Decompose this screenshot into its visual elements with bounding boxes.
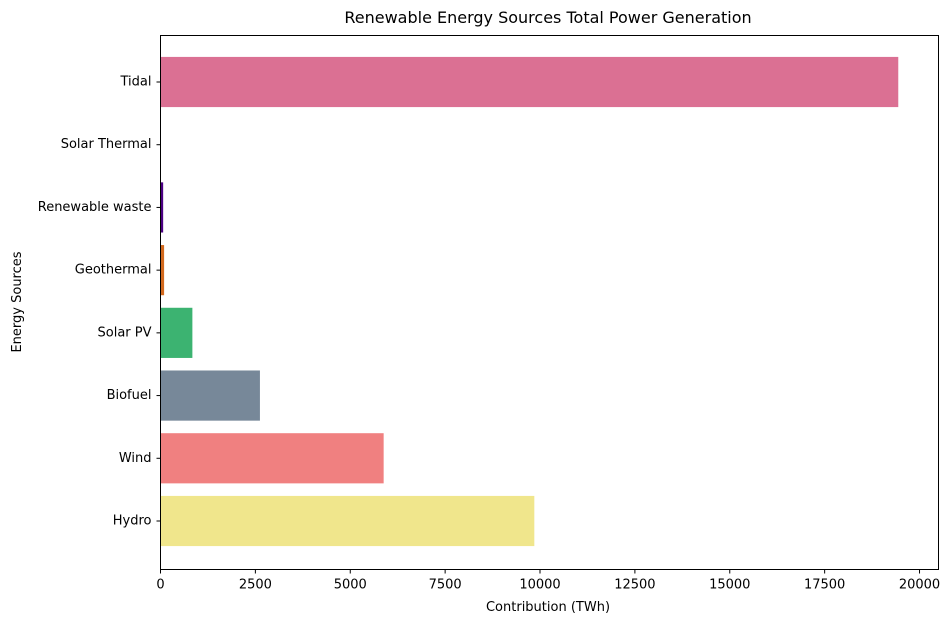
bar-geothermal (160, 245, 165, 296)
bars-group (160, 56, 899, 547)
bar-renewable-waste (160, 182, 164, 233)
plot-frame (160, 35, 939, 570)
x-axis-ticks: 0 2500 5000 7500 10000 12500 15000 17500 20000 (156, 569, 940, 593)
y-tick-label: Renewable waste (38, 200, 152, 215)
y-tick-label: Solar PV (98, 325, 152, 340)
x-tick-label: 0 (156, 578, 164, 593)
x-tick-label: 15000 (709, 578, 750, 593)
chart-title: Renewable Energy Sources Total Power Gen… (344, 8, 751, 27)
bar-tidal (160, 56, 899, 108)
bar-hydro (160, 495, 535, 547)
y-tick-label: Wind (119, 451, 152, 466)
y-axis-title: Energy Sources (10, 251, 25, 352)
x-tick-label: 5000 (334, 578, 367, 593)
y-tick-label: Tidal (120, 75, 152, 90)
x-tick-label: 17500 (804, 578, 845, 593)
y-tick-label: Geothermal (75, 263, 152, 278)
x-tick-label: 20000 (899, 578, 940, 593)
x-tick-label: 12500 (614, 578, 655, 593)
x-tick-label: 10000 (519, 578, 560, 593)
bar-biofuel (160, 370, 260, 421)
x-tick-label: 7500 (429, 578, 462, 593)
x-tick-label: 2500 (239, 578, 272, 593)
y-tick-label: Solar Thermal (61, 137, 152, 152)
bar-wind (160, 433, 384, 484)
bar-solar-pv (160, 307, 193, 358)
y-tick-label: Hydro (113, 514, 152, 529)
y-tick-label: Biofuel (107, 388, 152, 403)
x-axis-title: Contribution (TWh) (486, 600, 610, 615)
y-axis-ticks: Hydro Wind Biofuel Solar PV Geothermal Renewa… (38, 75, 161, 529)
